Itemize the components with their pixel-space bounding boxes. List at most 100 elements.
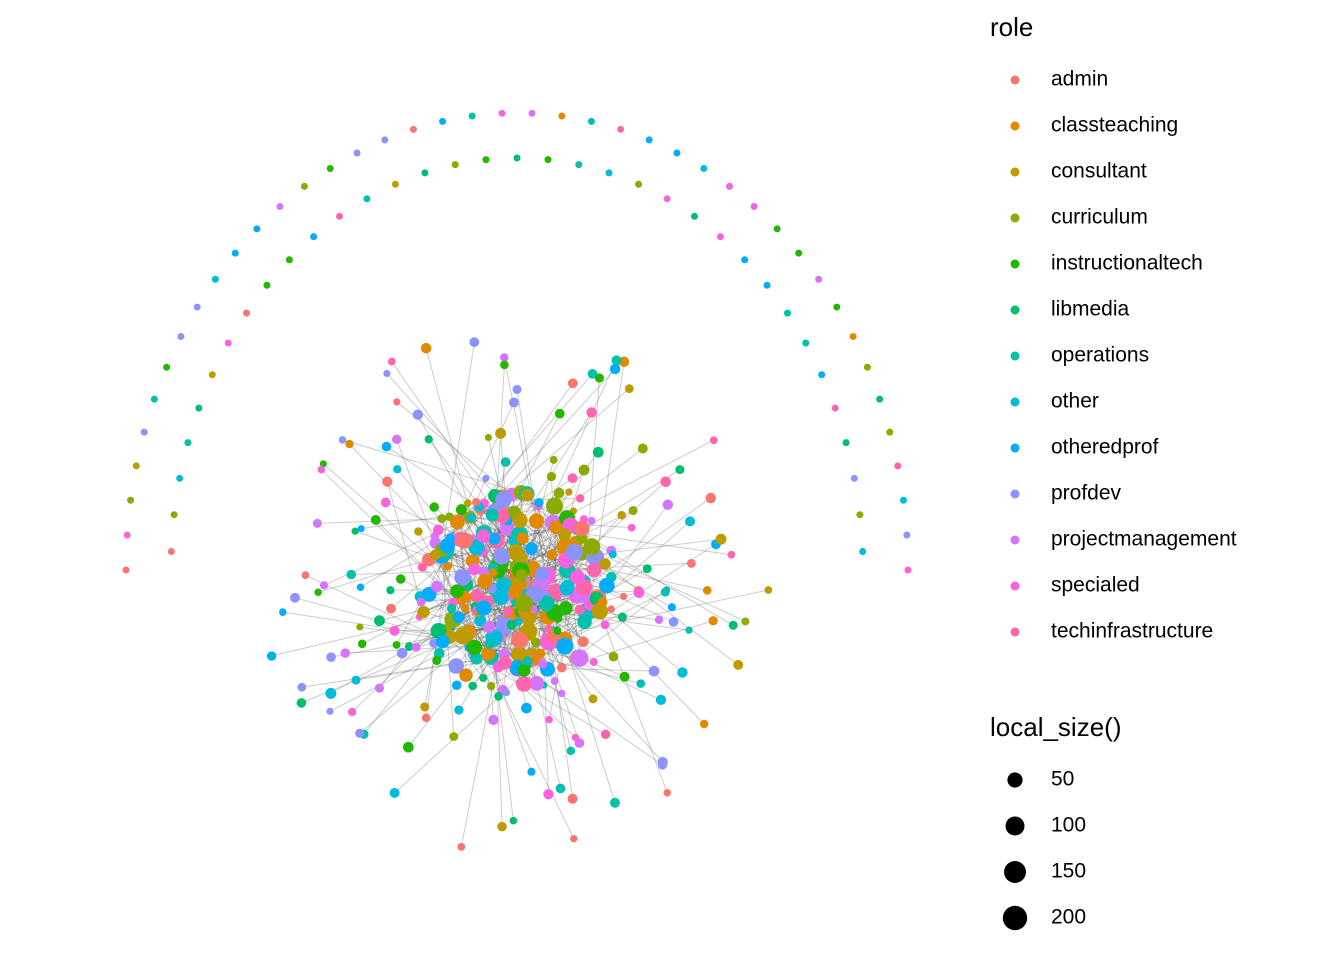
- node: [297, 682, 307, 692]
- node: [468, 563, 481, 576]
- node: [484, 638, 495, 649]
- node: [457, 842, 466, 851]
- node: [708, 616, 718, 626]
- node: [608, 651, 619, 662]
- node: [485, 508, 499, 522]
- node: [392, 434, 402, 445]
- node: [470, 652, 483, 665]
- node: [677, 667, 688, 678]
- node: [393, 398, 401, 406]
- node: [417, 605, 430, 619]
- edge: [583, 497, 712, 588]
- node: [454, 705, 464, 715]
- node: [351, 527, 359, 535]
- node: [705, 492, 717, 504]
- node: [380, 497, 391, 508]
- node: [224, 339, 232, 347]
- node: [668, 617, 679, 627]
- node: [517, 663, 531, 677]
- node: [140, 428, 148, 436]
- node: [567, 378, 578, 389]
- node: [469, 337, 480, 348]
- node: [421, 169, 429, 177]
- node: [549, 520, 563, 535]
- node: [437, 514, 447, 524]
- node: [831, 404, 839, 412]
- node: [543, 789, 554, 800]
- node: [363, 195, 371, 203]
- edge: [514, 469, 681, 573]
- node: [591, 602, 609, 620]
- node: [556, 662, 567, 673]
- node: [570, 649, 589, 667]
- node: [416, 597, 426, 607]
- node: [170, 511, 178, 519]
- node: [389, 787, 400, 798]
- node: [599, 558, 611, 570]
- node: [345, 439, 354, 449]
- node: [605, 169, 613, 177]
- legend-label: operations: [1051, 344, 1149, 367]
- node: [663, 195, 671, 203]
- node: [784, 309, 792, 317]
- legend-label: consultant: [1051, 160, 1147, 183]
- node: [592, 446, 604, 458]
- node: [468, 681, 477, 691]
- edge: [469, 516, 624, 597]
- node: [512, 384, 522, 394]
- node: [709, 436, 718, 445]
- node: [663, 789, 671, 797]
- edge: [342, 439, 526, 495]
- node: [449, 732, 459, 741]
- node: [353, 149, 361, 157]
- node: [340, 648, 351, 658]
- node: [468, 539, 485, 556]
- node: [123, 531, 131, 539]
- node: [176, 474, 184, 482]
- node: [347, 707, 357, 717]
- node: [850, 474, 858, 482]
- node: [326, 652, 336, 662]
- node: [326, 165, 334, 173]
- node: [654, 615, 664, 625]
- size-key: [1005, 816, 1025, 836]
- node: [393, 465, 402, 474]
- node: [645, 136, 653, 144]
- legend-key: [1010, 397, 1020, 407]
- node: [667, 603, 676, 612]
- node: [529, 675, 545, 691]
- node: [374, 683, 385, 693]
- node: [509, 816, 518, 825]
- node: [392, 640, 401, 649]
- node: [497, 821, 507, 832]
- node: [700, 165, 708, 173]
- node: [195, 404, 203, 412]
- node: [685, 626, 693, 634]
- node: [523, 656, 533, 666]
- node: [500, 360, 509, 370]
- node: [433, 524, 444, 536]
- node: [627, 523, 636, 532]
- node: [587, 517, 596, 525]
- node: [628, 506, 638, 516]
- node: [319, 581, 329, 590]
- node: [452, 611, 465, 624]
- node: [546, 471, 557, 482]
- nodes: [122, 109, 912, 851]
- legend-key: [1010, 443, 1020, 453]
- node: [498, 655, 512, 670]
- node: [495, 427, 507, 439]
- node: [509, 588, 520, 600]
- node: [132, 462, 140, 470]
- node: [346, 569, 357, 580]
- node: [476, 529, 491, 543]
- node: [498, 109, 506, 117]
- edge: [469, 478, 487, 518]
- size-label: 50: [1051, 768, 1074, 791]
- node: [587, 117, 595, 125]
- node: [502, 688, 511, 697]
- node: [609, 797, 620, 808]
- edge: [508, 360, 617, 593]
- node: [657, 756, 668, 768]
- node: [463, 593, 473, 602]
